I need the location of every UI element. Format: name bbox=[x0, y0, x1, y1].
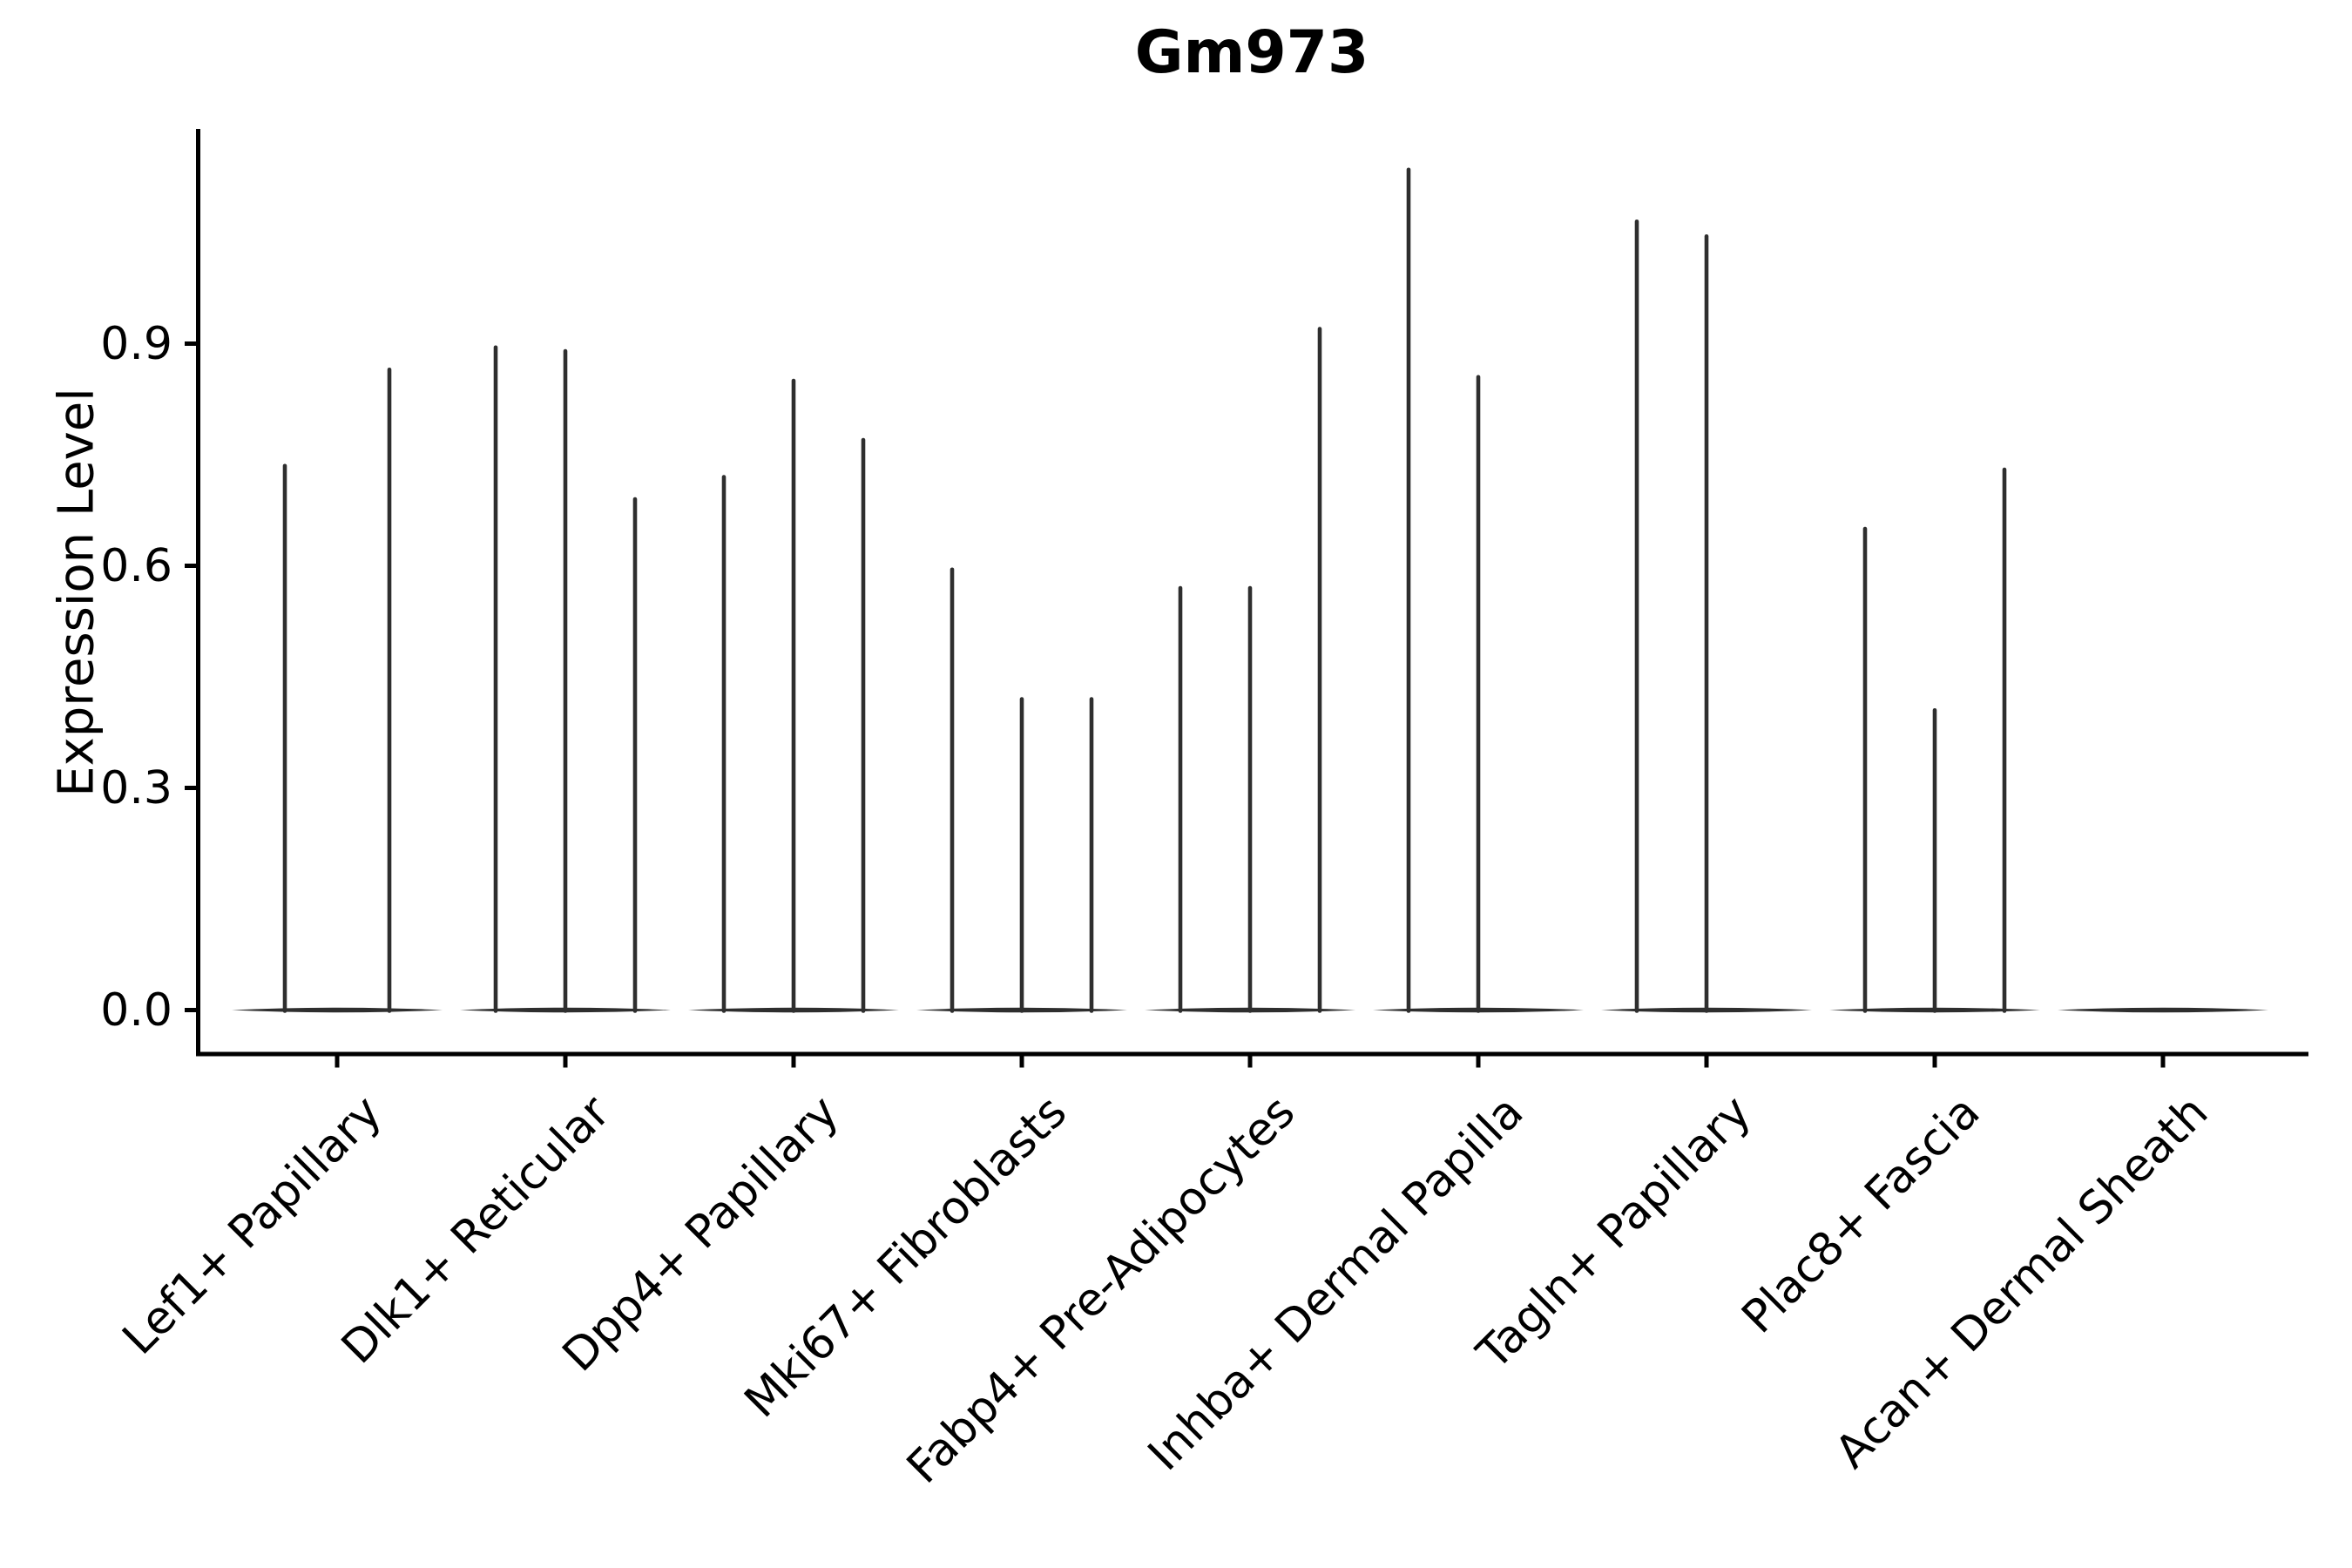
y-tick-label-0-3: 0.3 bbox=[100, 762, 172, 814]
plot-title: Gm973 bbox=[1134, 18, 1369, 87]
y-tick-label-0-0: 0.0 bbox=[100, 984, 172, 1037]
y-tick-label-0-9: 0.9 bbox=[100, 318, 172, 370]
violin-baseline-body bbox=[2058, 1007, 2268, 1013]
y-axis-label: Expression Level bbox=[48, 388, 105, 797]
violin-baseline-body bbox=[232, 1007, 443, 1013]
y-tick-label-0-6: 0.6 bbox=[100, 540, 172, 592]
